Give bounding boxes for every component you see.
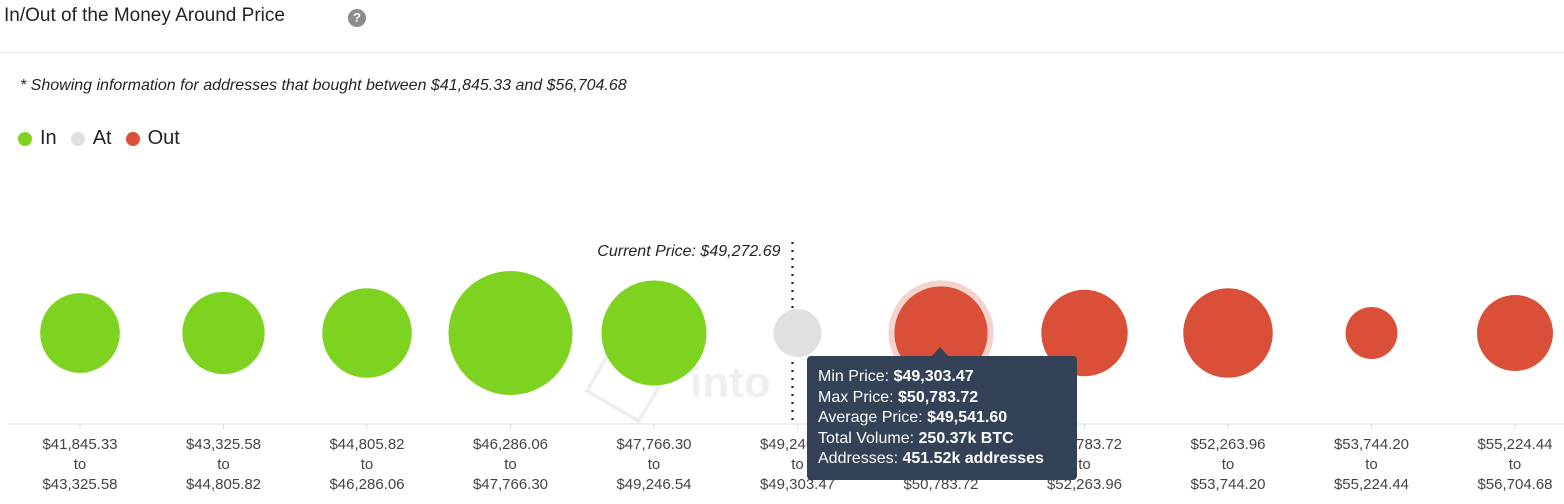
legend: In At Out [18, 127, 194, 150]
x-tick-label-to: to [1365, 456, 1378, 473]
tooltip-value: 250.37k BTC [918, 429, 1014, 447]
x-tick-label-end: $43,325.58 [42, 476, 117, 493]
x-tick-label-end: $52,263.96 [1047, 476, 1122, 493]
x-tick-label-to: to [648, 456, 661, 473]
x-tick-label-to: to [361, 456, 374, 473]
bubble-in [601, 280, 707, 386]
x-tick-label-end: $53,744.20 [1190, 476, 1265, 493]
x-tick-label-to: to [1222, 456, 1235, 473]
x-tick-label-to: to [1078, 456, 1091, 473]
x-tick-label-end: $56,704.68 [1477, 476, 1552, 493]
bubble-out [1041, 289, 1128, 377]
x-tick-label-to: to [504, 456, 517, 473]
tooltip-row-total-volume: Total Volume: 250.37k BTC [818, 429, 1077, 450]
bubble-out [1183, 288, 1273, 378]
tooltip-value: $49,303.47 [893, 368, 974, 385]
x-tick-label-end: $49,303.47 [760, 476, 835, 493]
tooltip-row-addresses: Addresses: 451.52k addresses [818, 449, 1077, 470]
tooltip-label: Max Price: [818, 388, 894, 406]
x-tick-label-from: $41,845.33 [42, 436, 117, 453]
legend-item-at[interactable]: At [70, 127, 112, 150]
bubble-tooltip: Min Price: $49,303.47 Max Price: $50,783… [807, 356, 1077, 480]
tooltip-label: Average Price: [818, 409, 923, 426]
current-price-label: Current Price: $49,272.69 [597, 243, 780, 260]
legend-label-at: At [92, 127, 112, 149]
x-tick-label-to: to [791, 456, 804, 473]
x-tick-label-from: $43,325.58 [186, 436, 261, 453]
tooltip-row-min-price: Min Price: $49,303.47 [818, 367, 1077, 388]
tooltip-value: $50,783.72 [898, 388, 979, 406]
chart-title: In/Out of the Money Around Price [4, 5, 285, 26]
x-tick-label-end: $49,246.54 [616, 476, 691, 493]
x-tick-label-end: $44,805.82 [186, 476, 261, 493]
bubble-out [1477, 295, 1553, 371]
x-tick-label-end: $50,783.72 [903, 476, 978, 493]
x-tick-label-from: $46,286.06 [473, 436, 548, 453]
x-tick-label-from: $52,263.96 [1190, 436, 1265, 453]
legend-dot-in [18, 131, 32, 146]
legend-item-in[interactable]: In [18, 127, 57, 150]
legend-label-in: In [40, 127, 57, 149]
bubble-out [1345, 307, 1398, 359]
bubble-in [448, 271, 573, 395]
watermark-text: into [690, 358, 771, 407]
x-tick-label-to: to [74, 456, 87, 473]
x-tick-label-to: to [1509, 456, 1522, 473]
tooltip-row-max-price: Max Price: $50,783.72 [818, 388, 1077, 409]
chart-header: In/Out of the Money Around Price ? [0, 0, 1564, 53]
tooltip-label: Addresses: [818, 450, 899, 467]
range-note: * Showing information for addresses that… [20, 77, 627, 94]
legend-label-out: Out [147, 127, 180, 149]
tooltip-label: Total Volume: [818, 429, 915, 447]
x-tick-label-end: $55,224.44 [1334, 476, 1409, 493]
tooltip-value: $49,541.60 [927, 409, 1008, 426]
x-tick-label-to: to [217, 456, 230, 473]
legend-item-out[interactable]: Out [125, 127, 180, 150]
tooltip-label: Min Price: [818, 368, 890, 385]
tooltip-value: 451.52k addresses [902, 450, 1044, 467]
tooltip-row-average-price: Average Price: $49,541.60 [818, 408, 1077, 429]
tooltip-arrow [931, 347, 949, 357]
bubble-in [40, 293, 120, 373]
x-tick-label-end: $47,766.30 [473, 476, 548, 493]
x-tick-label-end: $46,286.06 [329, 476, 404, 493]
bubble-at [773, 309, 822, 357]
bubble-in [182, 291, 265, 375]
x-tick-label-from: $44,805.82 [329, 436, 404, 453]
x-tick-label-from: $47,766.30 [616, 436, 691, 453]
x-tick-label-from: $55,224.44 [1477, 436, 1552, 453]
question-circle-icon[interactable]: ? [348, 9, 366, 27]
bubble-in [322, 288, 412, 378]
legend-dot-at [70, 131, 85, 146]
legend-dot-out [125, 131, 140, 146]
x-tick-label-from: $53,744.20 [1334, 436, 1409, 453]
